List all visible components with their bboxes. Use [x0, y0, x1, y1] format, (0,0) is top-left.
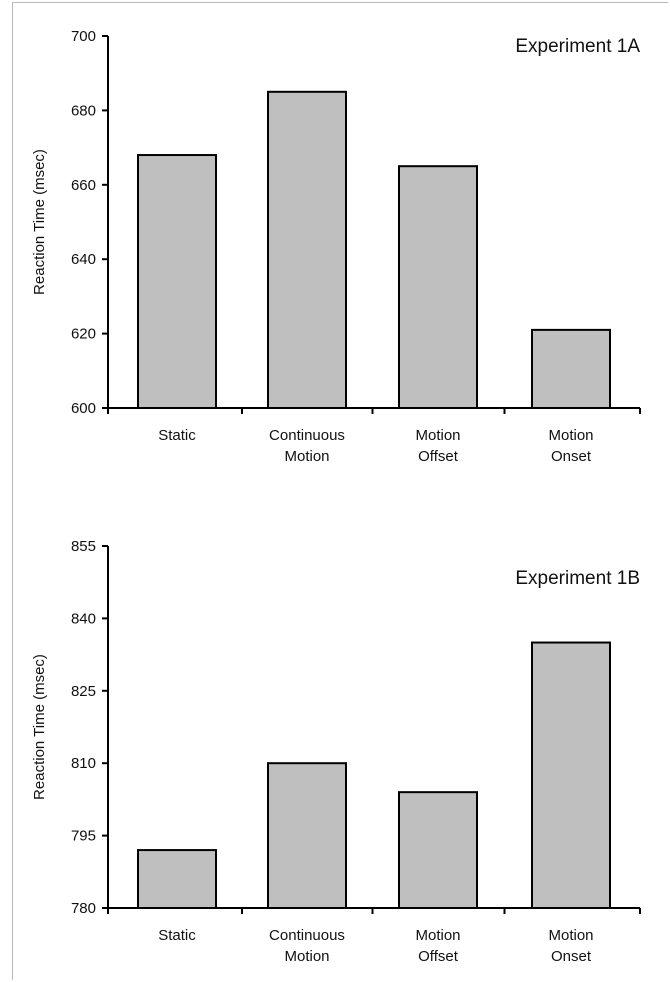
- bar-4: [532, 330, 610, 408]
- y-tick-label: 780: [71, 900, 96, 917]
- y-tick-label: 810: [71, 755, 96, 772]
- bar-4: [532, 643, 610, 908]
- category-label-4: Motion Onset: [548, 927, 593, 965]
- bar-2: [268, 92, 346, 408]
- y-tick-label: 855: [71, 538, 96, 555]
- y-tick-label: 700: [71, 28, 96, 45]
- y-axis-label: Reaction Time (msec): [31, 149, 48, 295]
- category-label-2: Continuous Motion: [269, 427, 345, 465]
- chart-title: Experiment 1A: [515, 36, 640, 57]
- bar-1: [138, 850, 216, 908]
- y-tick-label: 795: [71, 828, 96, 845]
- y-tick-label: 825: [71, 683, 96, 700]
- y-tick-label: 640: [71, 251, 96, 268]
- y-axis-label: Reaction Time (msec): [31, 654, 48, 800]
- y-tick-label: 620: [71, 326, 96, 343]
- category-label-4: Motion Onset: [548, 427, 593, 465]
- category-label-1: Static: [158, 927, 196, 944]
- y-tick-label: 600: [71, 400, 96, 417]
- chart-panel-2: 855 840 825 810 795 780 Static Continuous Motion…: [31, 538, 640, 965]
- category-label-2: Continuous Motion: [269, 927, 345, 965]
- chart-panel-1: 700 680 660 640 620 600 Static Continuous Motion…: [31, 28, 640, 465]
- y-tick-label: 680: [71, 102, 96, 119]
- y-tick-label: 840: [71, 610, 96, 627]
- chart-title: Experiment 1B: [515, 568, 640, 589]
- category-label-1: Static: [158, 427, 196, 444]
- bar-3: [399, 166, 477, 408]
- y-tick-label: 660: [71, 177, 96, 194]
- bar-2: [268, 763, 346, 908]
- bar-1: [138, 155, 216, 408]
- category-label-3: Motion Offset: [415, 927, 460, 965]
- bar-3: [399, 792, 477, 908]
- category-label-3: Motion Offset: [415, 427, 460, 465]
